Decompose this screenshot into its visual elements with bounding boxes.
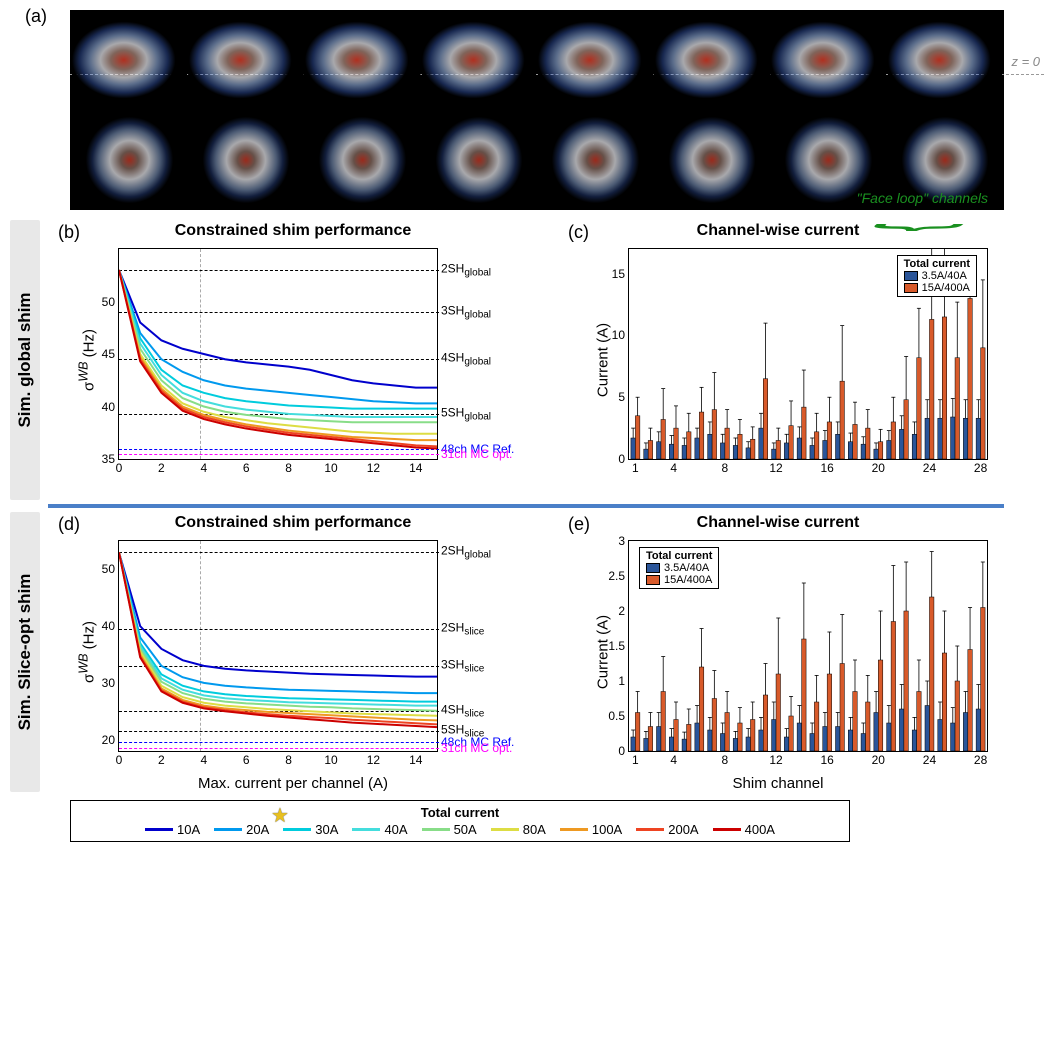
brain-slice — [538, 12, 653, 108]
figure: (a) z = 0 Sim. global shim — [10, 10, 1034, 842]
chart-e: (e) Channel-wise current Current (A) Shi… — [558, 512, 998, 792]
brain-slice — [189, 112, 304, 208]
row-global: Sim. global shim (b) Constrained shim pe… — [10, 220, 1034, 500]
chart-b: (b) Constrained shim performance σWB (Hz… — [48, 220, 538, 500]
brain-slice — [771, 12, 886, 108]
chart-e-legend: Total current 3.5A/40A 15A/400A — [639, 547, 719, 589]
chart-d: (d) Constrained shim performance σWB (Hz… — [48, 512, 538, 792]
chart-b-title: Constrained shim performance — [48, 222, 538, 240]
legend-title: Total current — [79, 805, 841, 820]
side-label-slice: Sim. Slice-opt shim — [10, 512, 40, 792]
legend-swatch-orange — [646, 575, 660, 585]
brain-slice — [538, 112, 653, 208]
legend-item: 30A — [283, 822, 338, 837]
legend-swatch-blue — [646, 563, 660, 573]
chart-d-plot: 20304050024681012142SHglobal2SHslice3SHs… — [118, 540, 438, 752]
chart-e-plot: Total current 3.5A/40A 15A/400A 00.511.5… — [628, 540, 988, 752]
z-label: z = 0 — [1011, 54, 1040, 69]
star-icon: ★ — [271, 803, 289, 828]
chart-c-legend: Total current 3.5A/40A 15A/400A — [897, 255, 977, 297]
legend-items: 10A 20A 30A 40A 50A 80A 100A 200A 400A — [79, 822, 841, 837]
chart-d-xlabel: Max. current per channel (A) — [48, 775, 538, 792]
brain-slice — [422, 112, 537, 208]
chart-c-ylabel: Current (A) — [595, 323, 612, 397]
brain-slice — [305, 12, 420, 108]
brain-slice — [189, 12, 304, 108]
brain-slice — [655, 112, 770, 208]
legend-item: 20A — [214, 822, 269, 837]
brain-slice — [422, 12, 537, 108]
legend-swatch-blue — [904, 271, 918, 281]
panel-a-label: (a) — [25, 6, 47, 27]
brain-slice — [72, 112, 187, 208]
chart-b-plot: 35404550024681012142SHglobal3SHglobal4SH… — [118, 248, 438, 460]
chart-d-title: Constrained shim performance — [48, 514, 538, 532]
row-slice: Sim. Slice-opt shim (d) Constrained shim… — [10, 512, 1034, 792]
side-label-global: Sim. global shim — [10, 220, 40, 500]
chart-e-xlabel: Shim channel — [558, 775, 998, 792]
chart-c-plot: Total current 3.5A/40A 15A/400A 05101514… — [628, 248, 988, 460]
divider — [48, 504, 1004, 508]
chart-e-title: Channel-wise current — [558, 514, 998, 532]
legend-item: 10A — [145, 822, 200, 837]
face-loop-label: "Face loop" channels ⏟ — [857, 190, 988, 216]
chart-b-ylabel: σWB (Hz) — [76, 329, 97, 391]
brace-icon: ⏟ — [594, 208, 1044, 218]
brain-slice — [888, 12, 1003, 108]
legend-swatch-orange — [904, 283, 918, 293]
chart-d-ylabel: σWB (Hz) — [76, 621, 97, 683]
legend-item: 100A — [560, 822, 622, 837]
legend-box: ★ Total current 10A 20A 30A 40A 50A 80A 100A 20… — [70, 800, 850, 842]
brain-row-sagittal — [70, 10, 1004, 110]
brain-slice — [655, 12, 770, 108]
brain-slice — [305, 112, 420, 208]
chart-c: "Face loop" channels ⏟ (c) Channel-wise … — [558, 220, 998, 500]
legend-item: 40A — [352, 822, 407, 837]
legend-item: 200A — [636, 822, 698, 837]
panel-a: (a) z = 0 — [70, 10, 1004, 210]
legend-item: 80A — [491, 822, 546, 837]
legend-item: 50A — [422, 822, 477, 837]
legend-item: 400A — [713, 822, 775, 837]
brain-slice — [72, 12, 187, 108]
